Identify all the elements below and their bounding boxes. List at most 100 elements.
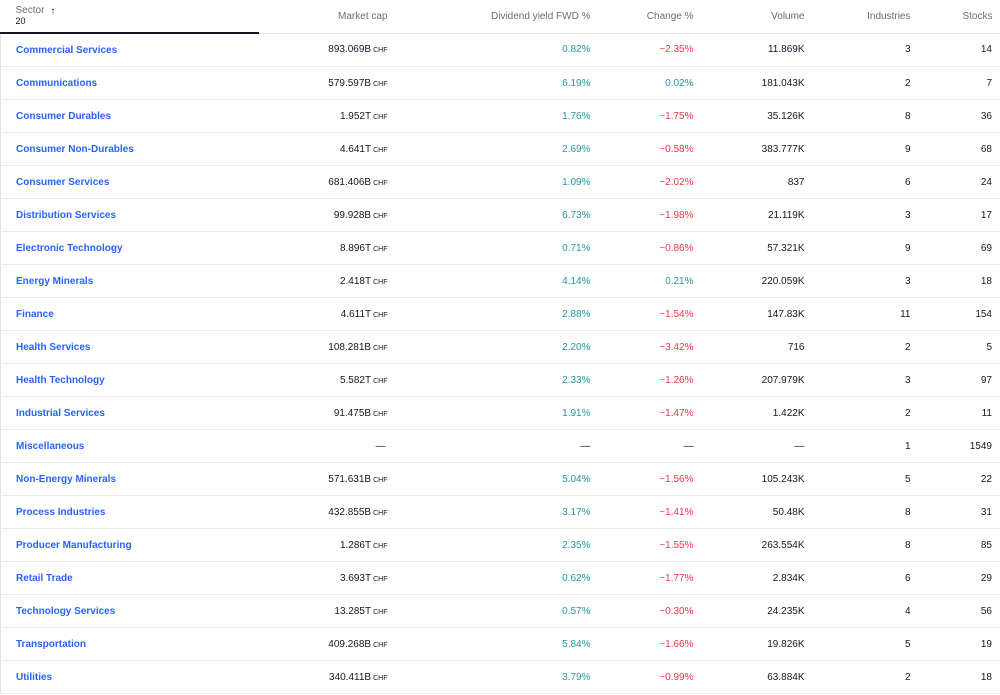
change-cell: −1.98%: [592, 198, 698, 232]
sector-cell: Process Industries: [0, 495, 259, 529]
dividend-yield-column-header[interactable]: Dividend yield FWD %: [389, 0, 593, 34]
industries-cell: 8: [808, 528, 915, 562]
table-row[interactable]: Technology Services 13.285T CHF 0.57% −0.…: [0, 594, 1000, 628]
table-row[interactable]: Consumer Durables 1.952T CHF 1.76% −1.75%…: [0, 99, 1000, 133]
market-cap-value: 1.952T: [339, 110, 372, 122]
market-cap-cell: 571.631B CHF: [258, 462, 390, 496]
table-row[interactable]: Distribution Services 99.928B CHF 6.73% −…: [0, 198, 1000, 232]
market-cap-value: —: [375, 440, 386, 452]
dividend-yield-cell: 5.84%: [389, 627, 593, 661]
sector-link[interactable]: Miscellaneous: [16, 440, 85, 452]
stocks-cell: 22: [914, 462, 1000, 496]
table-row[interactable]: Process Industries 432.855B CHF 3.17% −1.…: [0, 495, 1000, 529]
table-row[interactable]: Health Services 108.281B CHF 2.20% −3.42%…: [0, 330, 1000, 364]
sector-link[interactable]: Finance: [16, 308, 54, 320]
currency-label: CHF: [373, 47, 388, 55]
change-cell: −0.58%: [592, 132, 698, 166]
arrow-up-icon[interactable]: ↑: [50, 6, 56, 17]
table-row[interactable]: Producer Manufacturing 1.286T CHF 2.35% −…: [0, 528, 1000, 562]
table-row[interactable]: Energy Minerals 2.418T CHF 4.14% 0.21% 22…: [0, 264, 1000, 298]
volume-cell: 837: [697, 165, 809, 199]
currency-label: CHF: [373, 410, 388, 418]
sector-link[interactable]: Electronic Technology: [16, 242, 123, 254]
market-cap-value: 579.597B: [328, 77, 372, 89]
table-row[interactable]: Consumer Non-Durables 4.641T CHF 2.69% −0…: [0, 132, 1000, 166]
currency-label: CHF: [373, 179, 388, 187]
change-cell: −3.42%: [592, 330, 698, 364]
dividend-yield-cell: 3.17%: [389, 495, 593, 529]
industries-cell: 2: [808, 330, 915, 364]
sector-link[interactable]: Technology Services: [16, 605, 116, 617]
dividend-yield-cell: 6.73%: [389, 198, 593, 232]
sector-link[interactable]: Process Industries: [16, 506, 106, 518]
change-column-header[interactable]: Change %: [592, 0, 698, 34]
sector-count: 20: [15, 16, 26, 26]
sector-cell: Communications: [0, 66, 259, 100]
industries-cell: 3: [808, 363, 915, 397]
sector-cell: Retail Trade: [0, 561, 259, 595]
sector-cell: Commercial Services: [0, 33, 259, 67]
sector-link[interactable]: Communications: [16, 77, 98, 89]
industries-cell: 3: [808, 264, 915, 298]
volume-column-header[interactable]: Volume: [697, 0, 809, 34]
sector-link[interactable]: Commercial Services: [16, 44, 118, 56]
industries-column-header[interactable]: Industries: [808, 0, 915, 34]
sector-link[interactable]: Industrial Services: [16, 407, 105, 419]
table-row[interactable]: Communications 579.597B CHF 6.19% 0.02% 1…: [0, 66, 1000, 100]
sector-link[interactable]: Utilities: [16, 671, 53, 683]
stocks-cell: 7: [914, 66, 1000, 100]
stocks-cell: 19: [914, 627, 1000, 661]
sector-link[interactable]: Non-Energy Minerals: [16, 473, 117, 485]
dividend-yield-cell: 1.76%: [389, 99, 593, 133]
sector-cell: Technology Services: [0, 594, 259, 628]
table-row[interactable]: Transportation 409.268B CHF 5.84% −1.66% …: [0, 627, 1000, 661]
sector-cell: Consumer Durables: [0, 99, 259, 133]
industries-cell: 8: [808, 99, 915, 133]
sector-cell: Distribution Services: [0, 198, 259, 232]
sector-link[interactable]: Health Technology: [16, 374, 105, 386]
currency-label: CHF: [373, 80, 388, 88]
sector-link[interactable]: Health Services: [16, 341, 91, 353]
sector-link[interactable]: Energy Minerals: [16, 275, 94, 287]
stocks-cell: 18: [914, 660, 1000, 694]
sector-column-header[interactable]: Sector 20 ↑: [0, 0, 259, 34]
table-row[interactable]: Utilities 340.411B CHF 3.79% −0.99% 63.88…: [0, 660, 1000, 694]
change-cell: −1.56%: [592, 462, 698, 496]
market-cap-value: 1.286T: [339, 539, 372, 551]
sector-cell: Miscellaneous: [0, 429, 259, 463]
table-row[interactable]: Health Technology 5.582T CHF 2.33% −1.26%…: [0, 363, 1000, 397]
volume-cell: 21.119K: [697, 198, 809, 232]
market-cap-column-header[interactable]: Market cap: [258, 0, 390, 34]
sector-link[interactable]: Consumer Services: [16, 176, 110, 188]
table-row[interactable]: Finance 4.611T CHF 2.88% −1.54% 147.83K 1…: [0, 297, 1000, 331]
table-row[interactable]: Commercial Services 893.069B CHF 0.82% −2…: [0, 33, 1000, 67]
change-cell: −1.41%: [592, 495, 698, 529]
stocks-column-header[interactable]: Stocks: [914, 0, 1000, 34]
stocks-cell: 18: [914, 264, 1000, 298]
sector-link[interactable]: Consumer Non-Durables: [16, 143, 134, 155]
sector-link[interactable]: Distribution Services: [16, 209, 117, 221]
table-row[interactable]: Consumer Services 681.406B CHF 1.09% −2.0…: [0, 165, 1000, 199]
dividend-yield-cell: 2.88%: [389, 297, 593, 331]
change-cell: −1.47%: [592, 396, 698, 430]
table-row[interactable]: Retail Trade 3.693T CHF 0.62% −1.77% 2.83…: [0, 561, 1000, 595]
sector-link[interactable]: Transportation: [16, 638, 87, 650]
market-cap-value: 13.285T: [334, 605, 372, 617]
table-row[interactable]: Industrial Services 91.475B CHF 1.91% −1.…: [0, 396, 1000, 430]
stocks-cell: 14: [914, 33, 1000, 67]
sector-link[interactable]: Retail Trade: [16, 572, 73, 584]
change-cell: −1.75%: [592, 99, 698, 133]
market-cap-cell: 432.855B CHF: [258, 495, 390, 529]
stocks-cell: 31: [914, 495, 1000, 529]
sector-link[interactable]: Consumer Durables: [16, 110, 112, 122]
market-cap-cell: 5.582T CHF: [258, 363, 390, 397]
stocks-cell: 69: [914, 231, 1000, 265]
sector-link[interactable]: Producer Manufacturing: [16, 539, 132, 551]
market-cap-value: 893.069B: [328, 44, 372, 56]
currency-label: CHF: [373, 575, 388, 583]
table-row[interactable]: Electronic Technology 8.896T CHF 0.71% −0…: [0, 231, 1000, 265]
table-row[interactable]: Non-Energy Minerals 571.631B CHF 5.04% −1…: [0, 462, 1000, 496]
market-cap-cell: 13.285T CHF: [258, 594, 390, 628]
table-row[interactable]: Miscellaneous — — — — 1 1549: [0, 429, 1000, 463]
dividend-yield-cell: 6.19%: [389, 66, 593, 100]
